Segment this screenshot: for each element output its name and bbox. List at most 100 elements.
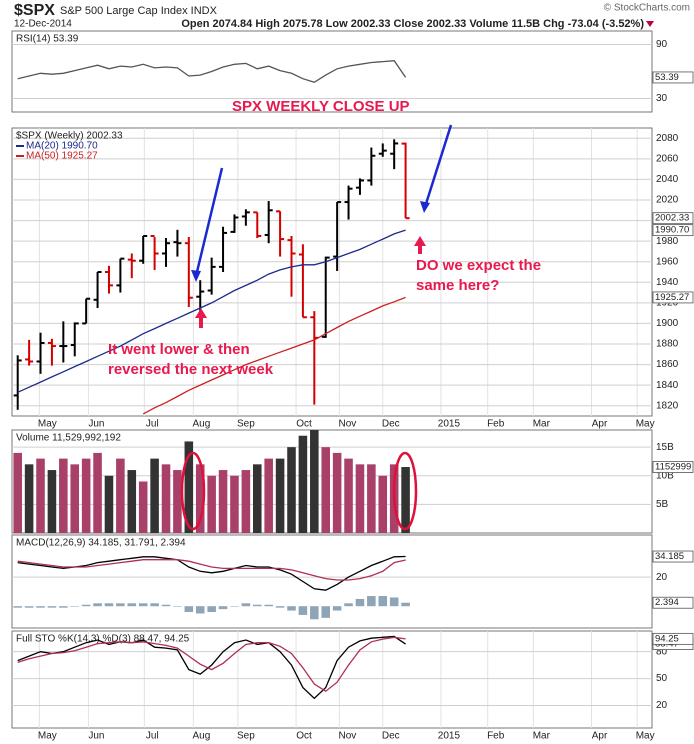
panel-title: Volume 11,529,992,192 xyxy=(16,433,121,444)
histogram-bar xyxy=(150,603,159,607)
arrow xyxy=(423,124,453,208)
value-tag: 34.185 xyxy=(655,551,684,562)
value-tag-box xyxy=(652,291,694,304)
x-tick-label: Feb xyxy=(487,731,505,742)
x-tick-label: Sep xyxy=(237,731,255,742)
volume-bar xyxy=(378,475,388,533)
value-tag-box xyxy=(652,596,694,609)
volume-bar xyxy=(344,458,353,533)
y-tick-label: 2020 xyxy=(656,195,679,206)
index-name: S&P 500 Large Cap Index INDX xyxy=(60,5,218,17)
y-tick-label: 1960 xyxy=(656,256,679,267)
volume-bar xyxy=(287,447,296,533)
histogram-bar xyxy=(310,606,319,620)
volume-bar xyxy=(207,475,216,533)
value-tag-box xyxy=(652,632,694,645)
legend-label: MA(50) 1925.27 xyxy=(26,151,98,162)
x-tick-label: Aug xyxy=(192,419,210,430)
volume-bar xyxy=(241,470,251,533)
volume-bar xyxy=(195,464,205,533)
legend-label: MA(20) 1990.70 xyxy=(26,141,98,152)
highlight-ellipse xyxy=(392,451,418,531)
volume-bar xyxy=(264,458,273,533)
volume-bar xyxy=(138,481,148,533)
value-tag-box xyxy=(652,461,694,473)
histogram-bar xyxy=(367,596,376,607)
y-tick-label: 1880 xyxy=(656,339,679,350)
line-series xyxy=(17,635,406,700)
panel xyxy=(11,534,653,629)
volume-bar xyxy=(104,475,114,533)
volume-bar xyxy=(161,464,171,533)
y-tick-label: 2060 xyxy=(656,153,679,164)
x-tick-label: Jun xyxy=(88,731,104,742)
y-tick-label: 20 xyxy=(656,572,668,583)
value-tag: 1152999 xyxy=(655,462,691,473)
x-tick-label: Sep xyxy=(237,419,255,430)
volume-bar xyxy=(184,441,194,533)
volume-bar xyxy=(401,467,410,533)
line-series xyxy=(17,559,406,581)
volume-bar xyxy=(298,435,308,533)
volume-bar xyxy=(36,458,45,533)
y-tick-label: 80 xyxy=(656,646,668,657)
histogram-bar xyxy=(378,596,388,607)
volume-bar xyxy=(24,464,34,533)
x-tick-label: Apr xyxy=(592,419,608,430)
value-tag: 53.39 xyxy=(655,72,679,83)
x-tick-label: 2015 xyxy=(438,731,461,742)
down-triangle xyxy=(646,21,654,27)
highlight-ellipse xyxy=(180,451,206,531)
value-tag-box xyxy=(652,212,694,225)
histogram-bar xyxy=(104,603,114,607)
volume-bar xyxy=(13,452,22,533)
volume-bar xyxy=(367,464,376,533)
volume-bar xyxy=(116,458,125,533)
x-tick-label: Dec xyxy=(382,731,400,742)
y-tick-label: 5B xyxy=(656,499,669,510)
histogram-bar xyxy=(389,597,399,607)
histogram-bar xyxy=(173,606,182,607)
histogram-bar xyxy=(13,606,22,608)
x-tick-label: Jul xyxy=(146,731,159,742)
histogram-bar xyxy=(287,606,296,611)
line-series xyxy=(17,60,407,84)
volume-bar xyxy=(127,470,137,533)
x-tick-label: Aug xyxy=(192,731,210,742)
histogram-bar xyxy=(138,603,148,607)
y-tick-label: 90 xyxy=(656,39,668,50)
volume-bar xyxy=(93,452,102,533)
up-arrow xyxy=(414,236,426,254)
line-series xyxy=(17,229,406,393)
volume-bar xyxy=(332,452,342,533)
x-tick-label: Dec xyxy=(382,419,400,430)
x-tick-label: Jul xyxy=(146,419,159,430)
y-tick-label: 1840 xyxy=(656,380,679,391)
volume-bar xyxy=(47,470,57,533)
volume-bar xyxy=(252,464,262,533)
histogram-bar xyxy=(47,606,57,608)
y-tick-label: 10B xyxy=(656,470,674,481)
volume-bar xyxy=(218,470,228,533)
value-tag: 1925.27 xyxy=(655,292,689,303)
y-tick-label: 20 xyxy=(656,700,668,711)
histogram-bar xyxy=(230,606,239,607)
x-tick-label: Nov xyxy=(339,731,357,742)
x-tick-label: May xyxy=(636,419,655,430)
x-tick-label: May xyxy=(38,419,57,430)
histogram-bar xyxy=(70,606,80,607)
legend-label: $SPX (Weekly) 2002.33 xyxy=(16,131,123,142)
value-tag: 94.25 xyxy=(655,633,679,644)
x-tick-label: May xyxy=(38,731,57,742)
annotation: It went lower & then xyxy=(108,341,250,358)
volume-bar xyxy=(321,447,331,533)
volume-bar xyxy=(59,458,68,533)
value-tag-box xyxy=(652,550,694,563)
histogram-bar xyxy=(264,604,273,607)
histogram-bar xyxy=(81,604,91,607)
annotation: reversed the next week xyxy=(108,361,274,378)
volume-bar xyxy=(275,458,285,533)
x-tick-label: Oct xyxy=(296,731,312,742)
histogram-bar xyxy=(116,603,125,607)
